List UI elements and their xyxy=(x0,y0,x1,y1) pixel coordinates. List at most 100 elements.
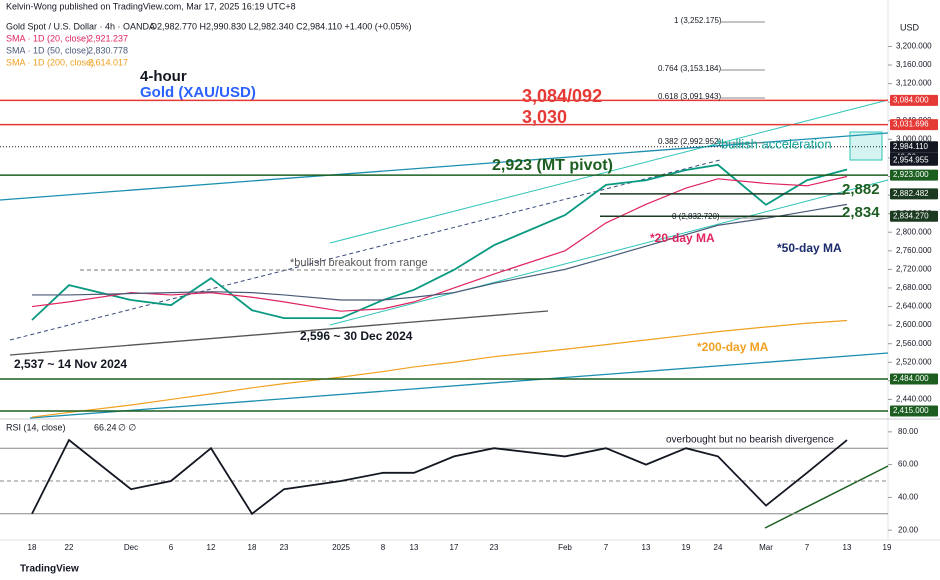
acc-channel-top xyxy=(329,99,889,244)
annotation: 3,030 xyxy=(522,107,567,127)
drawings xyxy=(0,99,889,529)
chart-subtitle: Gold (XAU/USD) xyxy=(140,84,256,101)
publisher: Kelvin-Wong published on TradingView.com… xyxy=(6,1,296,11)
y-tick-label: 2,600.000 xyxy=(896,320,932,329)
annotation: 2,537 ~ 14 Nov 2024 xyxy=(14,357,127,371)
price-tag xyxy=(890,188,938,200)
x-tick-label: 13 xyxy=(642,543,651,552)
x-tick-label: 12 xyxy=(207,543,216,552)
x-tick-label: 23 xyxy=(280,543,289,552)
acc-channel-bottom xyxy=(329,179,889,326)
price-tag-label: 3,084.000 xyxy=(893,95,929,104)
y-tick-label: 60.00 xyxy=(898,460,919,469)
channel-bottom-line xyxy=(29,352,889,419)
series-line xyxy=(31,438,848,516)
channel-top-line xyxy=(0,132,889,201)
fib-label: 1 (3,252.175) xyxy=(674,16,722,25)
x-tick-label: 6 xyxy=(169,543,174,552)
x-tick-label: 22 xyxy=(65,543,74,552)
price-tag xyxy=(890,154,938,166)
footer: TradingView xyxy=(20,564,79,575)
fib-label: 0 (2,832.720) xyxy=(672,212,720,221)
x-tick-label: 2025 xyxy=(332,543,350,552)
x-tick-label: 17 xyxy=(450,543,459,552)
x-tick-label: 19 xyxy=(883,543,892,552)
y-tick-label: 20.00 xyxy=(898,525,919,534)
y-tick-label: 2,760.000 xyxy=(896,246,932,255)
fib-label: 0.764 (3,153.184) xyxy=(658,64,721,73)
annotation: *bullish breakout from range xyxy=(290,257,428,269)
y-tick-label: 3,000.000 xyxy=(896,134,932,143)
price-tag-label: 2,882.482 xyxy=(893,189,929,198)
rsi-extras: ∅ ∅ xyxy=(118,422,136,432)
price-tag-label: 2,834.270 xyxy=(893,211,929,220)
legend-value: 2,614.017 xyxy=(88,57,128,67)
y-tick-label: 2,520.000 xyxy=(896,357,932,366)
price-tag xyxy=(890,94,938,106)
x-tick-label: Feb xyxy=(558,543,572,552)
annotation: 2,834 xyxy=(842,204,880,221)
x-tick-label: 7 xyxy=(805,543,810,552)
chart-title: 4-hour xyxy=(140,68,187,85)
x-tick-label: 23 xyxy=(490,543,499,552)
legend-name: Gold Spot / U.S. Dollar · 4h · OANDA xyxy=(6,21,155,31)
annotation: *20-day MA xyxy=(650,231,715,245)
annotation: 2,923 (MT pivot) xyxy=(492,157,613,174)
series-line xyxy=(31,319,848,418)
x-tick-label: Mar xyxy=(759,543,773,552)
y-tick-label: 2,440.000 xyxy=(896,395,932,404)
x-tick-label: 18 xyxy=(28,543,37,552)
rsi-trend xyxy=(764,465,889,529)
rsi-annotation: overbought but no bearish divergence xyxy=(666,435,834,446)
price-tag-label: 2,954.955 xyxy=(893,155,929,164)
fib-label: 0.618 (3,091.943) xyxy=(658,92,721,101)
price-tag-label: 2,984.110 xyxy=(893,142,929,151)
series-line xyxy=(32,203,848,301)
price-tag-label: 2,484.000 xyxy=(893,374,929,383)
annotation: *200-day MA xyxy=(697,340,769,354)
price-tag xyxy=(890,210,938,222)
y-axis-label: USD xyxy=(900,22,920,32)
y-tick-label: 3,200.000 xyxy=(896,42,932,51)
annotation: 3,084/092 xyxy=(522,86,602,106)
price-tag-label: 2,923.000 xyxy=(893,170,929,179)
price-tag-label: 3,031.696 xyxy=(893,120,929,129)
rsi-last: 66.24 xyxy=(94,422,117,432)
legend-name: SMA · 1D (200, close) xyxy=(6,57,94,67)
y-tick-label: 2,560.000 xyxy=(896,339,932,348)
price-tag xyxy=(890,373,938,385)
legend-name: SMA · 1D (20, close) xyxy=(6,33,89,43)
y-tick-label: 40.00 xyxy=(898,492,919,501)
x-tick-label: 19 xyxy=(682,543,691,552)
x-tick-label: 13 xyxy=(843,543,852,552)
x-tick-label: 18 xyxy=(248,543,257,552)
annotation: 2,596 ~ 30 Dec 2024 xyxy=(300,329,413,343)
acceleration-box xyxy=(849,131,883,161)
dashed-trend xyxy=(9,159,721,341)
y-tick-label: 3,120.000 xyxy=(896,79,932,88)
price-tag xyxy=(890,169,938,181)
price-tag-label: 2,415.000 xyxy=(893,406,929,415)
legend-value: 2,921.237 xyxy=(88,33,128,43)
ohlc: O2,982.770 H2,990.830 L2,982.340 C2,984.… xyxy=(150,21,412,31)
y-tick-label: 2,800.000 xyxy=(896,227,932,236)
y-tick-label: 3,160.000 xyxy=(896,60,932,69)
legend-name: SMA · 1D (50, close) xyxy=(6,45,89,55)
x-tick-label: Dec xyxy=(124,543,138,552)
y-tick-label: 2,680.000 xyxy=(896,283,932,292)
y-tick-label: 2,640.000 xyxy=(896,302,932,311)
annotation: *50-day MA xyxy=(777,241,842,255)
fib-label: 0.382 (2,992.952) xyxy=(658,137,721,146)
annotation: 2,882 xyxy=(842,181,880,198)
x-tick-label: 13 xyxy=(410,543,419,552)
y-tick-label: 80.00 xyxy=(898,427,919,436)
annotation: *bullish acceleration xyxy=(716,136,832,151)
price-tag xyxy=(890,119,938,131)
legend-value: 2,830.778 xyxy=(88,45,128,55)
price-tag xyxy=(890,141,938,153)
price-tag xyxy=(890,405,938,417)
y-tick-label: 2,720.000 xyxy=(896,264,932,273)
x-tick-label: 8 xyxy=(381,543,386,552)
rsi-title: RSI (14, close) xyxy=(6,422,66,432)
